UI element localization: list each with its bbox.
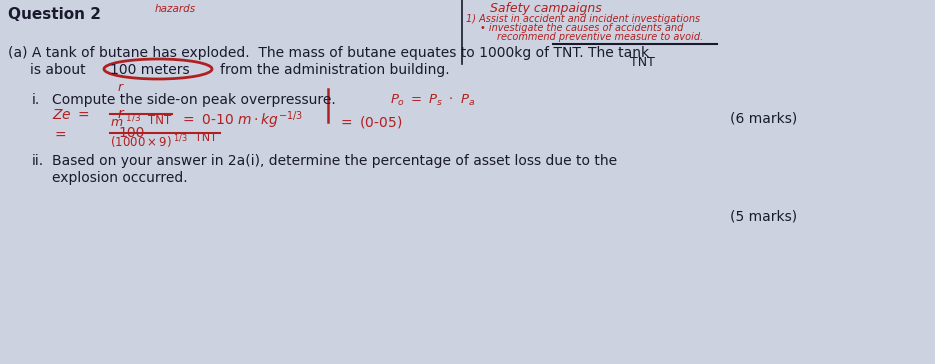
Text: ii.: ii. [32,154,44,168]
Text: 1) Assist in accident and incident investigations: 1) Assist in accident and incident inves… [466,14,700,24]
Text: $=$: $=$ [52,127,66,141]
Text: $m^{\ 1/3}$: $m^{\ 1/3}$ [110,114,141,131]
Text: r: r [118,107,123,121]
Text: $Ze\ =$: $Ze\ =$ [52,108,90,122]
Text: Safety campaigns: Safety campaigns [490,2,602,15]
Text: (a) A tank of butane has exploded.  The mass of butane equates to 1000kg of TNT.: (a) A tank of butane has exploded. The m… [8,46,649,60]
Text: TNT: TNT [630,56,654,69]
Text: TNT: TNT [195,133,217,143]
Text: recommend preventive measure to avoid.: recommend preventive measure to avoid. [497,32,703,42]
Text: Based on your answer in 2a(i), determine the percentage of asset loss due to the: Based on your answer in 2a(i), determine… [52,154,617,168]
Text: hazards: hazards [155,4,196,14]
Text: from the administration building.: from the administration building. [220,63,450,77]
Text: 100: 100 [118,126,144,140]
Text: $=\ 0\text{-}10\ m \cdot kg^{-1/3}$: $=\ 0\text{-}10\ m \cdot kg^{-1/3}$ [180,109,303,131]
Text: Compute the side-on peak overpressure.: Compute the side-on peak overpressure. [52,93,336,107]
Text: (6 marks): (6 marks) [730,111,798,125]
Text: is about: is about [30,63,86,77]
Text: $=\ (0\text{-}05)$: $=\ (0\text{-}05)$ [338,114,403,130]
Text: (5 marks): (5 marks) [730,209,798,223]
Text: TNT: TNT [148,114,171,127]
Text: 100 meters: 100 meters [110,63,190,77]
Text: i.: i. [32,93,40,107]
Text: Question 2: Question 2 [8,7,101,22]
Text: explosion occurred.: explosion occurred. [52,171,188,185]
Text: $P_o\ =\ P_s\ \cdot\ P_a$: $P_o\ =\ P_s\ \cdot\ P_a$ [390,93,475,108]
Text: $(1000 \times 9)^{\ 1/3}$: $(1000 \times 9)^{\ 1/3}$ [110,133,188,151]
Text: r: r [118,81,123,94]
Text: • investigate the causes of accidents and: • investigate the causes of accidents an… [480,23,683,33]
